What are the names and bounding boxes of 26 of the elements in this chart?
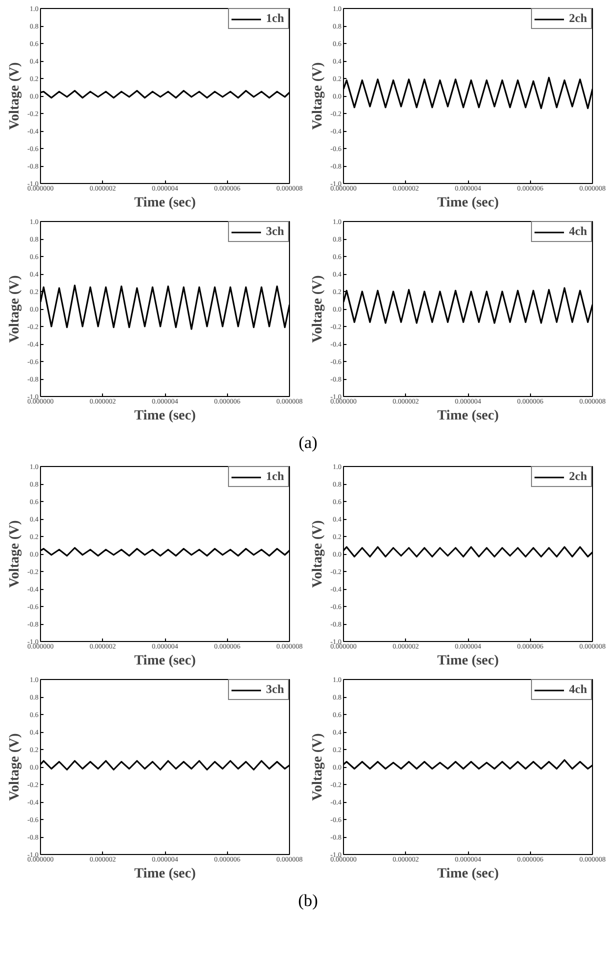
legend-label: 3ch (266, 682, 285, 697)
legend-label: 3ch (266, 224, 285, 239)
y-axis-title: Voltage (V) (7, 520, 22, 588)
y-axis-title: Voltage (V) (310, 62, 326, 130)
y-axis-title: Voltage (V) (7, 274, 22, 343)
legend-label: 2ch (569, 469, 588, 484)
text: (a) (298, 432, 318, 454)
x-axis-title: Time (sec) (437, 196, 500, 210)
y-axis-title: Voltage (V) (7, 732, 22, 801)
x-axis-title: Time (sec) (134, 654, 196, 668)
y-axis-title: Voltage (V) (310, 520, 326, 588)
legend-label: 1ch (266, 469, 285, 484)
legend-label: 2ch (569, 11, 588, 26)
y-axis-title: Voltage (V) (310, 274, 326, 343)
legend-label: 4ch (569, 224, 588, 239)
x-axis-title: Time (sec) (134, 408, 196, 424)
x-axis-title: Time (sec) (437, 654, 500, 668)
x-axis-title: Time (sec) (437, 408, 500, 424)
x-axis-title: Time (sec) (134, 196, 196, 210)
x-axis-title: Time (sec) (134, 866, 196, 882)
legend-label: 1ch (266, 11, 285, 26)
y-axis-title: Voltage (V) (7, 62, 22, 130)
legend-label: 4ch (569, 682, 588, 697)
x-axis-title: Time (sec) (437, 866, 500, 882)
y-axis-title: Voltage (V) (310, 732, 326, 801)
text: (b) (298, 890, 318, 912)
